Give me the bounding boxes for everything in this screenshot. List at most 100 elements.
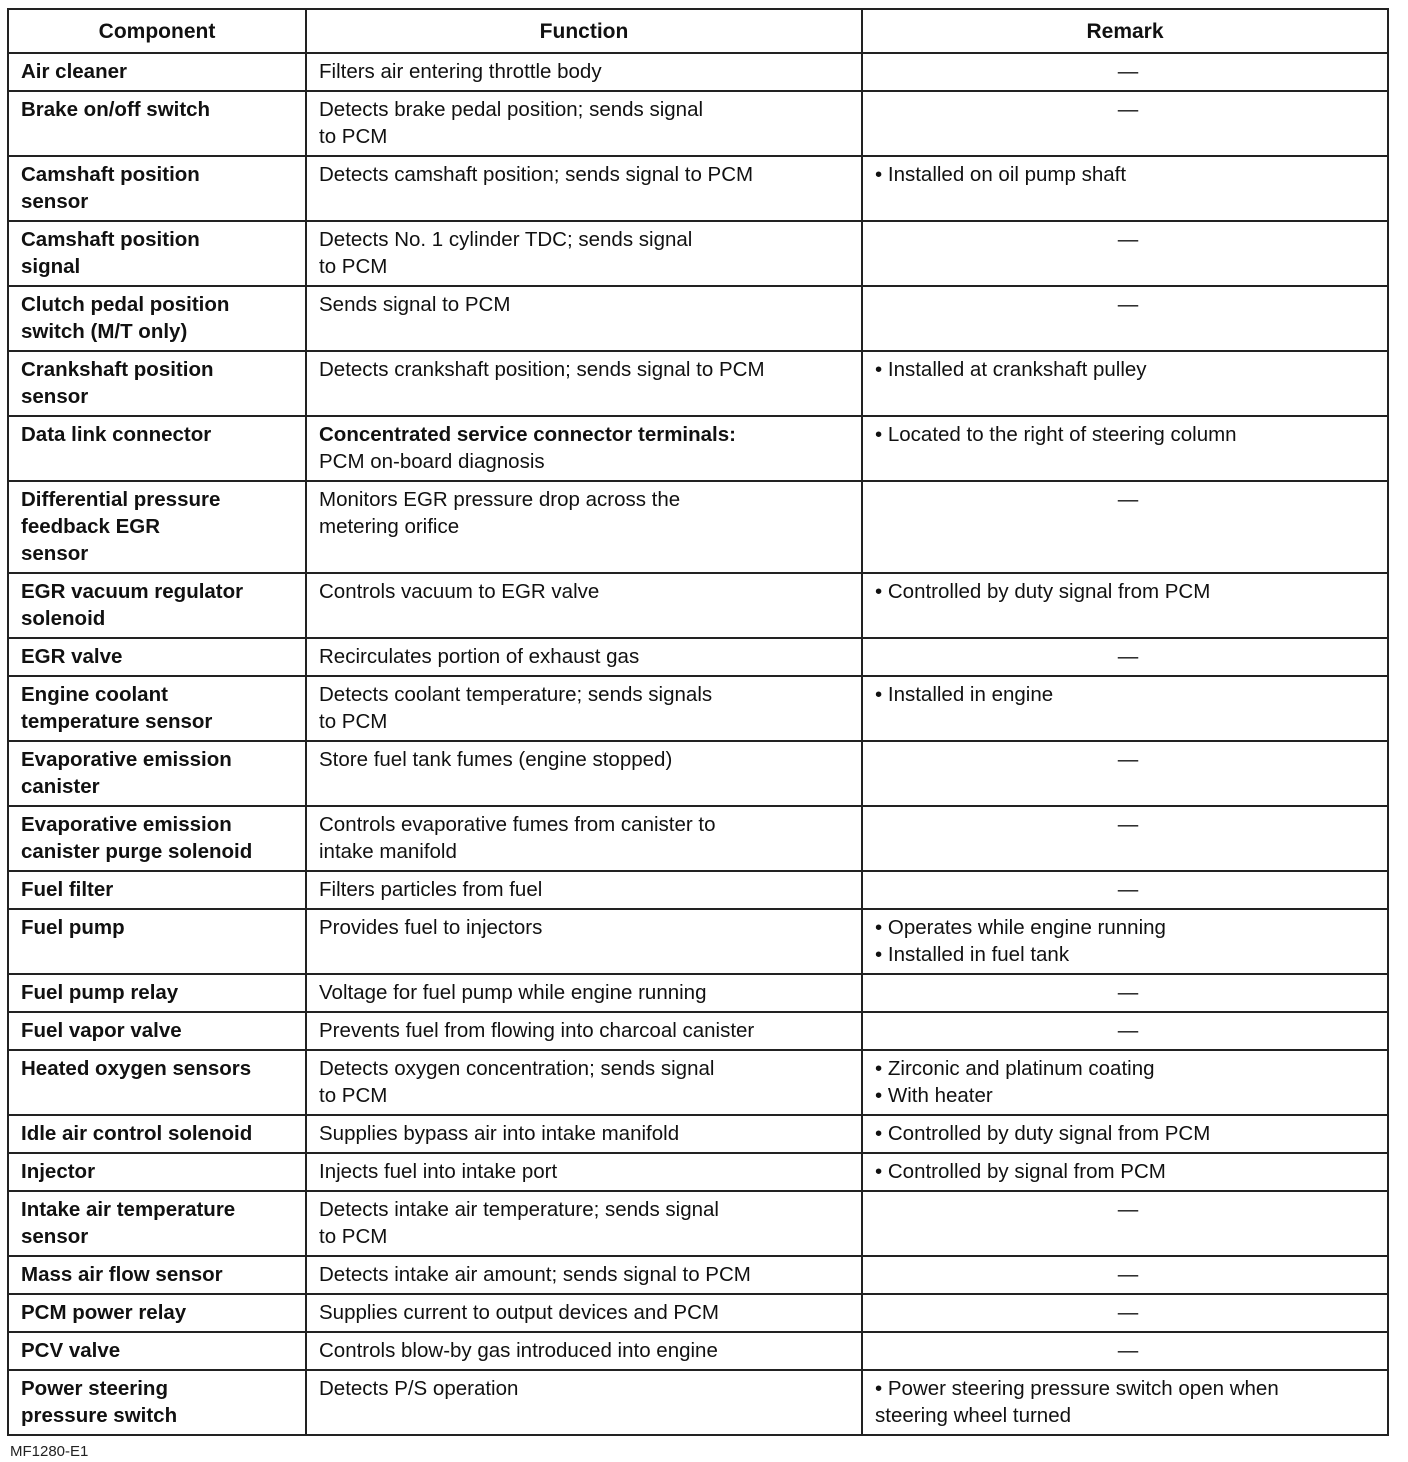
table-row: Differential pressure feedback EGR senso… <box>7 480 1389 574</box>
cell-remark: • Operates while engine running • Instal… <box>861 908 1389 975</box>
cell-function: Detects No. 1 cylinder TDC; sends signal… <box>305 220 863 287</box>
function-text: PCM on-board diagnosis <box>319 450 545 473</box>
table-row: Intake air temperature sensor Detects int… <box>7 1190 1389 1257</box>
cell-remark: — <box>861 1011 1389 1051</box>
cell-remark: — <box>861 1190 1389 1257</box>
cell-remark: — <box>861 285 1389 352</box>
components-table: Component Function Remark Air cleaner Fil… <box>7 8 1389 1436</box>
table-row: Engine coolant temperature sensor Detects… <box>7 675 1389 742</box>
cell-remark: — <box>861 805 1389 872</box>
cell-function: Monitors EGR pressure drop across the me… <box>305 480 863 574</box>
cell-component: Clutch pedal position switch (M/T only) <box>7 285 307 352</box>
table-row: Camshaft position sensor Detects camshaft… <box>7 155 1389 222</box>
cell-function: Store fuel tank fumes (engine stopped) <box>305 740 863 807</box>
cell-remark: • Installed on oil pump shaft <box>861 155 1389 222</box>
cell-component: Power steering pressure switch <box>7 1369 307 1436</box>
cell-function: Detects P/S operation <box>305 1369 863 1436</box>
cell-remark: • Zirconic and platinum coating • With h… <box>861 1049 1389 1116</box>
cell-component: Fuel pump relay <box>7 973 307 1013</box>
figure-id: MF1280-E1 <box>10 1443 89 1460</box>
cell-component: Camshaft position sensor <box>7 155 307 222</box>
table-row: Camshaft position signal Detects No. 1 cy… <box>7 220 1389 287</box>
cell-function: Voltage for fuel pump while engine runni… <box>305 973 863 1013</box>
cell-remark: — <box>861 870 1389 910</box>
table-row: Brake on/off switch Detects brake pedal p… <box>7 90 1389 157</box>
table-row: Clutch pedal position switch (M/T only) S… <box>7 285 1389 352</box>
cell-function: Supplies current to output devices and P… <box>305 1293 863 1333</box>
cell-function: Filters particles from fuel <box>305 870 863 910</box>
cell-function: Controls blow-by gas introduced into eng… <box>305 1331 863 1371</box>
cell-component: Crankshaft position sensor <box>7 350 307 417</box>
cell-component: Fuel pump <box>7 908 307 975</box>
cell-function: Provides fuel to injectors <box>305 908 863 975</box>
cell-remark: — <box>861 90 1389 157</box>
cell-component: Intake air temperature sensor <box>7 1190 307 1257</box>
cell-function: Detects camshaft position; sends signal … <box>305 155 863 222</box>
cell-remark: — <box>861 973 1389 1013</box>
cell-component: Heated oxygen sensors <box>7 1049 307 1116</box>
table-row: Power steering pressure switch Detects P/… <box>7 1369 1389 1436</box>
header-row: Component Function Remark <box>7 8 1389 54</box>
cell-remark: • Installed in engine <box>861 675 1389 742</box>
cell-function: Supplies bypass air into intake manifold <box>305 1114 863 1154</box>
table-row: Fuel vapor valve Prevents fuel from flowi… <box>7 1011 1389 1051</box>
cell-remark: • Installed at crankshaft pulley <box>861 350 1389 417</box>
cell-remark: — <box>861 1293 1389 1333</box>
cell-component: Idle air control solenoid <box>7 1114 307 1154</box>
cell-remark: • Controlled by signal from PCM <box>861 1152 1389 1192</box>
cell-function: Concentrated service connector terminals… <box>305 415 863 482</box>
header-remark: Remark <box>861 8 1389 54</box>
cell-remark: — <box>861 1331 1389 1371</box>
table-row: Crankshaft position sensor Detects cranks… <box>7 350 1389 417</box>
cell-component: PCV valve <box>7 1331 307 1371</box>
cell-remark: • Located to the right of steering colum… <box>861 415 1389 482</box>
table-row: Heated oxygen sensors Detects oxygen conc… <box>7 1049 1389 1116</box>
cell-component: EGR valve <box>7 637 307 677</box>
cell-remark: • Controlled by duty signal from PCM <box>861 1114 1389 1154</box>
cell-component: Engine coolant temperature sensor <box>7 675 307 742</box>
cell-function: Detects oxygen concentration; sends sign… <box>305 1049 863 1116</box>
table-row: Evaporative emission canister purge sole… <box>7 805 1389 872</box>
table-row: Air cleaner Filters air entering throttle… <box>7 52 1389 92</box>
cell-remark: — <box>861 637 1389 677</box>
cell-component: Brake on/off switch <box>7 90 307 157</box>
table-row: Mass air flow sensor Detects intake air a… <box>7 1255 1389 1295</box>
table-row: Evaporative emission canister Store fuel … <box>7 740 1389 807</box>
cell-function: Recirculates portion of exhaust gas <box>305 637 863 677</box>
cell-component: Data link connector <box>7 415 307 482</box>
cell-function: Detects crankshaft position; sends signa… <box>305 350 863 417</box>
cell-remark: — <box>861 1255 1389 1295</box>
cell-function: Detects intake air amount; sends signal … <box>305 1255 863 1295</box>
cell-component: Evaporative emission canister purge sole… <box>7 805 307 872</box>
cell-component: Differential pressure feedback EGR senso… <box>7 480 307 574</box>
cell-remark: • Power steering pressure switch open wh… <box>861 1369 1389 1436</box>
cell-function: Controls vacuum to EGR valve <box>305 572 863 639</box>
cell-function: Sends signal to PCM <box>305 285 863 352</box>
header-function: Function <box>305 8 863 54</box>
header-component: Component <box>7 8 307 54</box>
cell-function: Detects brake pedal position; sends sign… <box>305 90 863 157</box>
table-row: EGR valve Recirculates portion of exhaust… <box>7 637 1389 677</box>
cell-remark: — <box>861 220 1389 287</box>
cell-function: Detects intake air temperature; sends si… <box>305 1190 863 1257</box>
cell-function: Controls evaporative fumes from canister… <box>305 805 863 872</box>
cell-remark: • Controlled by duty signal from PCM <box>861 572 1389 639</box>
cell-function: Prevents fuel from flowing into charcoal… <box>305 1011 863 1051</box>
table-row: Data link connector Concentrated service … <box>7 415 1389 482</box>
cell-function: Detects coolant temperature; sends signa… <box>305 675 863 742</box>
cell-component: Mass air flow sensor <box>7 1255 307 1295</box>
cell-remark: — <box>861 480 1389 574</box>
cell-component: EGR vacuum regulator solenoid <box>7 572 307 639</box>
cell-component: Injector <box>7 1152 307 1192</box>
table-row: Fuel pump relay Voltage for fuel pump whi… <box>7 973 1389 1013</box>
cell-remark: — <box>861 740 1389 807</box>
table-row: Fuel pump Provides fuel to injectors • Ope… <box>7 908 1389 975</box>
table-row: Injector Injects fuel into intake port • C… <box>7 1152 1389 1192</box>
table-row: EGR vacuum regulator solenoid Controls va… <box>7 572 1389 639</box>
cell-component: Air cleaner <box>7 52 307 92</box>
cell-component: Evaporative emission canister <box>7 740 307 807</box>
table-row: Fuel filter Filters particles from fuel — <box>7 870 1389 910</box>
cell-function: Injects fuel into intake port <box>305 1152 863 1192</box>
function-bold-text: Concentrated service connector terminals… <box>319 423 736 446</box>
